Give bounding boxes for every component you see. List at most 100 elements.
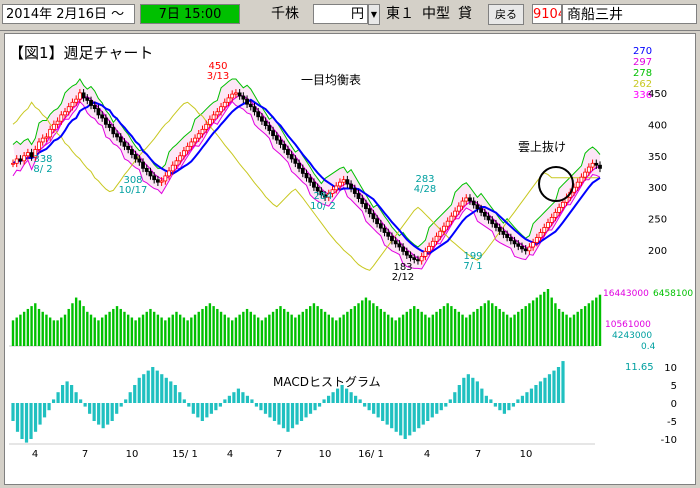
volume-bar [290,314,293,346]
start-date-field[interactable]: 2014年 2月16日 ～ [2,4,135,24]
volume-bar [104,314,108,346]
volume-bar [338,317,342,346]
period-field[interactable]: 7日 15:00 [140,4,240,24]
macd-bar [516,399,520,403]
x-tick-label: 10 [126,449,139,460]
volume-bar [413,306,416,346]
candle-body [449,215,454,222]
volume-bar [479,306,483,346]
back-button[interactable]: 戻る [488,4,524,25]
annotation-date: 8/ 2 [33,164,52,175]
volume-bar [48,317,52,346]
macd-bar [65,381,69,403]
macd-bar [538,381,543,403]
volume-bar [387,314,390,346]
macd-bar [547,374,552,403]
currency-dropdown-icon[interactable]: ▼ [368,4,380,25]
volume-bar [138,317,141,346]
candle-body [497,227,502,232]
macd-bar [421,403,425,425]
macd-bar [142,374,146,403]
macd-bar [345,388,349,403]
candle-body [542,227,547,233]
volume-bar [487,300,490,346]
volume-bar [557,308,561,346]
toolbar: 2014年 2月16日 ～ 7日 15:00 千株 円 ▼ 東１ 中型 貸 戻る… [0,0,700,31]
x-tick-label: 4 [424,449,430,460]
volume-bar [160,317,163,346]
x-tick-label: 15/ 1 [172,449,198,460]
candle-body [364,203,368,210]
volume-bar [182,317,186,346]
macd-bar [196,403,200,418]
volume-bar [112,308,115,346]
macd-bar [317,403,322,407]
volume-label: 16443000 [603,289,649,299]
name-field: 商船三井 [562,4,697,24]
candle-body [159,180,164,183]
candle-body [404,250,409,256]
volume-bar [405,311,409,346]
x-tick-label: 10 [520,449,533,460]
candle-body [51,123,56,130]
x-tick-label: 16/ 1 [358,449,384,460]
volume-bar [223,314,226,346]
volume-bar [149,308,152,346]
candle-body [560,201,565,208]
macd-bar [106,403,110,425]
volume-bar [364,297,368,346]
candle-body [196,133,201,139]
volume-bar [561,311,565,346]
candle-body [63,111,67,116]
macd-bar [354,395,358,403]
macd-bar [268,403,272,418]
macd-bar [299,403,304,421]
volume-bar [316,306,319,346]
macd-bar [394,403,398,432]
annotation-date: 10/17 [119,185,148,196]
volume-bar [531,300,535,346]
price-tick-label: 200 [648,246,667,257]
macd-bar [493,403,497,407]
macd-bar [241,392,245,403]
volume-bar [505,314,509,346]
volume-bar [242,311,245,346]
macd-bar [313,403,317,411]
macd-bar [205,403,209,418]
candle-body [33,149,38,158]
candle-body [74,98,79,103]
candle-body [278,139,283,145]
macd-bar [534,385,538,403]
macd-bar [561,361,565,403]
macd-bar [250,399,254,403]
volume-bar [126,314,130,346]
candle-body [386,232,391,237]
breakout-circle [538,166,574,202]
macd-bar [484,395,488,403]
volume-bar [442,306,446,346]
macd-bar [426,403,430,421]
volume-bar [427,317,431,346]
volume-bar [279,306,282,346]
volume-bar [331,317,334,346]
volume-bar [37,308,41,346]
volume-bar [145,311,148,346]
candle-body [598,164,602,169]
candle-body [234,92,238,95]
weekly-chart: 【図1】週足チャート 一目均衡表 雲上抜け MACDヒストグラム 2702972… [9,44,693,460]
currency-field[interactable]: 円 [313,4,368,24]
candle-body [590,162,595,168]
candle-body [323,194,327,198]
candle-body [248,103,253,108]
annotation-date: 3/13 [207,71,229,82]
volume-bar [249,311,252,346]
macd-bar [520,395,525,403]
macd-bar [33,403,38,432]
volume-bar [152,311,156,346]
code-field[interactable]: 9104 [532,4,562,24]
candle-body [189,141,194,147]
annotation-date: 10/ 2 [310,201,336,212]
candle-body [193,137,197,143]
code-text: 9104 [533,7,561,22]
macd-bar [556,367,561,403]
